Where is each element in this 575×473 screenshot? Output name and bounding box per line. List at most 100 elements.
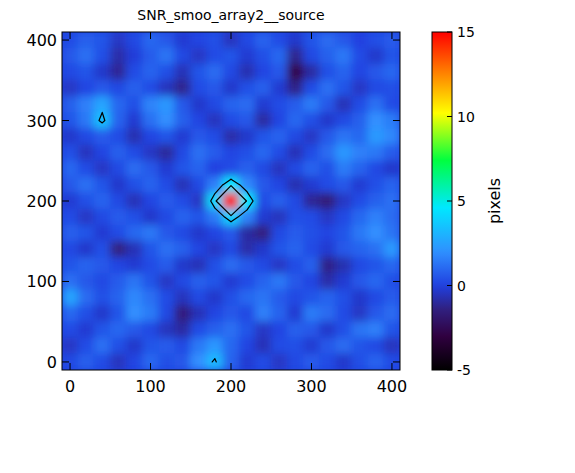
heatmap-cell <box>384 289 400 306</box>
heatmap-cell <box>384 177 400 194</box>
heatmap-cell <box>287 273 304 290</box>
heatmap-cell <box>174 128 191 145</box>
heatmap-cell <box>368 160 385 177</box>
x-tick <box>311 32 312 39</box>
heatmap-cell <box>319 112 336 129</box>
heatmap-cell <box>126 32 143 48</box>
heatmap-cell <box>174 225 191 242</box>
heatmap-cell <box>110 321 127 338</box>
heatmap-cell <box>223 257 240 274</box>
heatmap-cell <box>223 64 240 81</box>
colorbar-label: pixels <box>485 178 504 224</box>
heatmap-cell <box>303 354 320 370</box>
heatmap-cell <box>255 305 272 322</box>
y-tick <box>62 40 69 41</box>
heatmap-cell <box>303 128 320 145</box>
heatmap-cell <box>94 64 111 81</box>
heatmap-cell <box>62 305 78 322</box>
heatmap-cell <box>142 64 159 81</box>
heatmap-cell <box>351 209 368 226</box>
heatmap-cell <box>319 64 336 81</box>
heatmap-cell <box>319 209 336 226</box>
heatmap-cell <box>94 177 111 194</box>
heatmap-cell <box>223 96 240 113</box>
heatmap-cell <box>190 305 207 322</box>
heatmap-cell <box>78 32 95 48</box>
heatmap-cell <box>271 177 288 194</box>
heatmap-cell <box>351 193 368 210</box>
heatmap-cell <box>384 128 400 145</box>
heatmap-cell <box>384 305 400 322</box>
heatmap-cell <box>384 80 400 97</box>
plot-area <box>62 32 400 370</box>
heatmap-cell <box>239 338 256 355</box>
heatmap-cell <box>368 305 385 322</box>
heatmap-cell <box>207 193 224 210</box>
heatmap-cell <box>255 257 272 274</box>
heatmap-cell <box>174 354 191 370</box>
heatmap-cell <box>319 193 336 210</box>
heatmap-cell <box>287 209 304 226</box>
heatmap-cell <box>158 338 175 355</box>
heatmap-cell <box>78 193 95 210</box>
heatmap-cell <box>78 273 95 290</box>
heatmap-cell <box>287 338 304 355</box>
heatmap-cell <box>368 321 385 338</box>
heatmap-cell <box>384 354 400 370</box>
heatmap-cell <box>319 225 336 242</box>
heatmap-cell <box>368 64 385 81</box>
heatmap-cell <box>126 64 143 81</box>
heatmap-cell <box>319 273 336 290</box>
heatmap-cell <box>174 209 191 226</box>
heatmap-cell <box>335 96 352 113</box>
heatmap-cell <box>110 128 127 145</box>
heatmap-cell <box>142 193 159 210</box>
y-tick <box>393 120 400 121</box>
heatmap-cell <box>303 273 320 290</box>
heatmap-cell <box>303 305 320 322</box>
heatmap-cell <box>239 209 256 226</box>
heatmap-cell <box>207 273 224 290</box>
heatmap-cell <box>190 354 207 370</box>
heatmap-cell <box>110 241 127 258</box>
heatmap-cell <box>384 193 400 210</box>
heatmap-cell <box>94 209 111 226</box>
heatmap-cell <box>142 241 159 258</box>
heatmap-cell <box>335 177 352 194</box>
heatmap-cell <box>190 257 207 274</box>
heatmap-cell <box>287 144 304 161</box>
heatmap-cell <box>190 64 207 81</box>
x-tick <box>70 32 71 39</box>
heatmap-cell <box>174 273 191 290</box>
heatmap-cell <box>94 338 111 355</box>
heatmap-cell <box>126 225 143 242</box>
heatmap-cell <box>190 289 207 306</box>
heatmap-cells <box>62 32 400 370</box>
heatmap-cell <box>255 32 272 48</box>
heatmap-cell <box>223 241 240 258</box>
heatmap-cell <box>190 338 207 355</box>
colorbar <box>432 32 452 370</box>
heatmap-cell <box>94 193 111 210</box>
heatmap-cell <box>384 209 400 226</box>
heatmap-cell <box>158 64 175 81</box>
heatmap-cell <box>319 80 336 97</box>
heatmap-cell <box>287 160 304 177</box>
colorbar-tick <box>447 116 452 117</box>
heatmap-cell <box>62 289 78 306</box>
heatmap-cell <box>319 160 336 177</box>
heatmap-cell <box>303 241 320 258</box>
heatmap-cell <box>351 96 368 113</box>
heatmap-cell <box>158 257 175 274</box>
heatmap-cell <box>368 96 385 113</box>
heatmap-cell <box>319 177 336 194</box>
heatmap-cell <box>271 160 288 177</box>
heatmap-cell <box>78 80 95 97</box>
heatmap-cell <box>384 48 400 65</box>
heatmap-cell <box>368 80 385 97</box>
heatmap-cell <box>207 112 224 129</box>
heatmap-cell <box>384 257 400 274</box>
heatmap-cell <box>110 354 127 370</box>
heatmap-cell <box>174 32 191 48</box>
heatmap-cell <box>110 273 127 290</box>
